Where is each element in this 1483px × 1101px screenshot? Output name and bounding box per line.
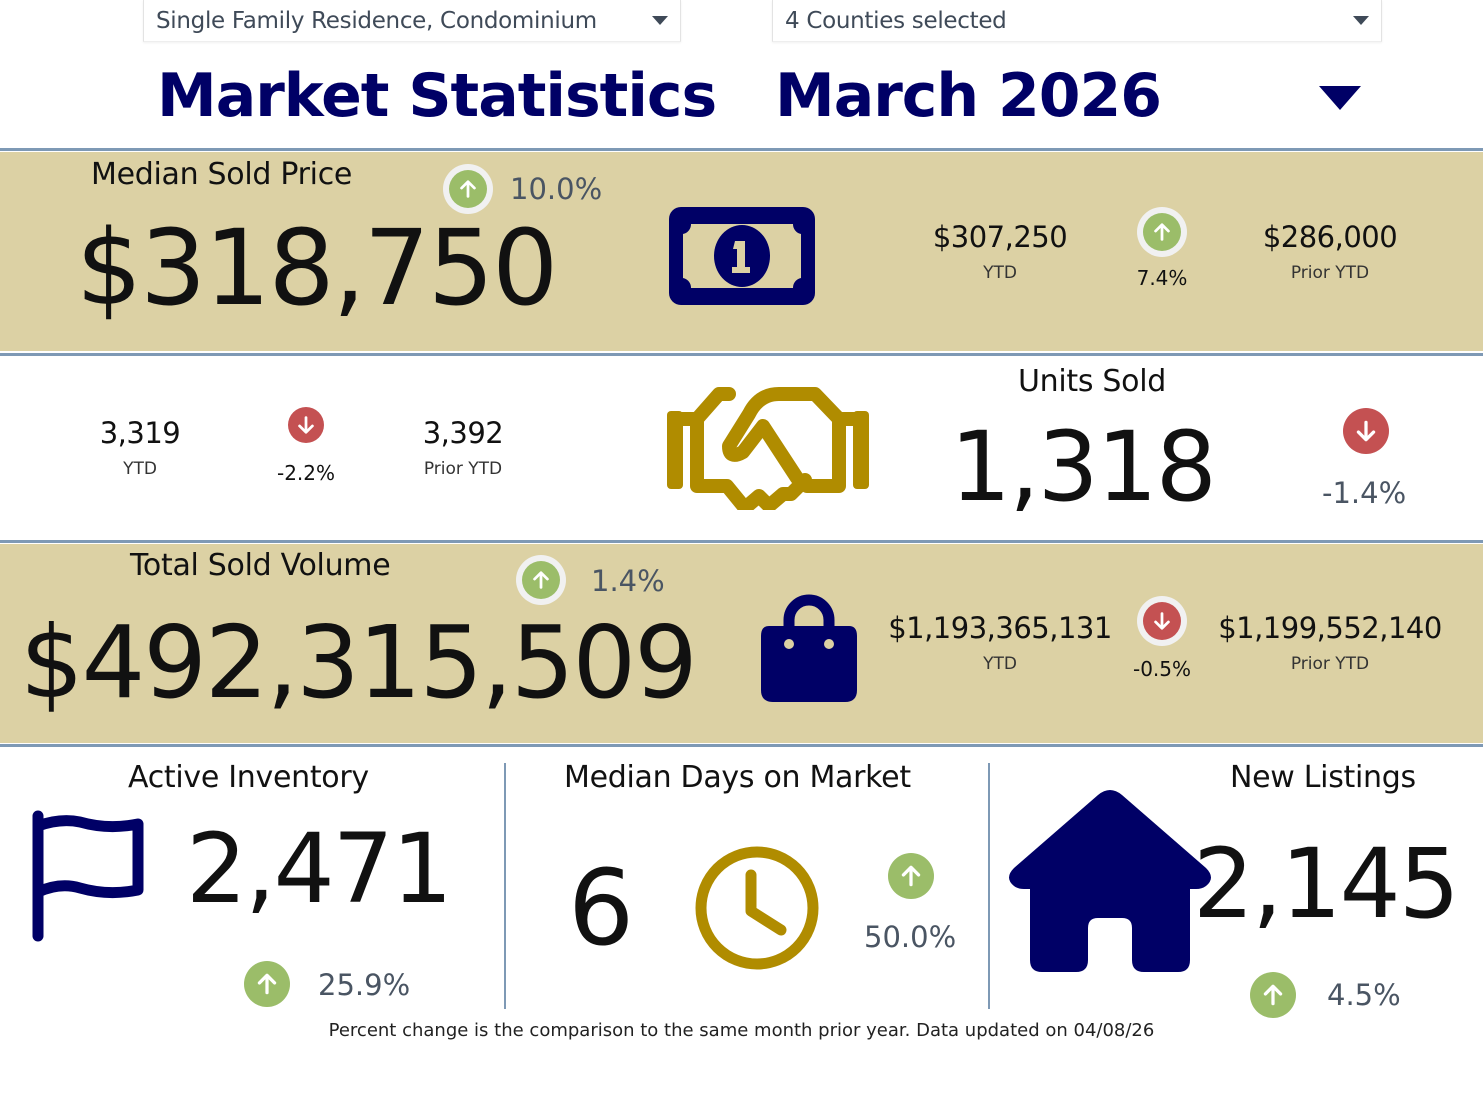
caret-down-icon <box>1353 16 1369 25</box>
median-sold-price-ytd-value: $307,250 <box>932 220 1068 254</box>
divider <box>0 540 1483 543</box>
new-listings-value: 2,145 <box>1193 828 1460 940</box>
handshake-icon <box>667 386 869 515</box>
arrow-down-icon <box>1343 408 1389 454</box>
arrow-up-icon <box>244 961 290 1007</box>
page-title: Market Statistics <box>157 61 717 131</box>
units-sold-ytd-change: -2.2% <box>276 461 336 485</box>
units-sold-change: -1.4% <box>1322 476 1407 510</box>
property-type-value: Single Family Residence, Condominium <box>156 7 597 34</box>
active-inventory-label: Active Inventory <box>128 760 369 795</box>
counties-value: 4 Counties selected <box>785 7 1007 34</box>
house-icon <box>1004 788 1216 978</box>
arrow-up-icon <box>449 170 487 208</box>
median-dom-value: 6 <box>568 847 634 969</box>
column-divider <box>988 763 990 1009</box>
shopping-bag-icon <box>761 594 857 708</box>
arrow-down-icon <box>1143 602 1181 640</box>
divider <box>0 148 1483 151</box>
arrow-up-icon <box>1143 213 1181 251</box>
total-sold-volume-prior-ytd-label: Prior YTD <box>1290 654 1370 674</box>
period-selector-label[interactable]: March 2026 <box>775 61 1162 131</box>
footnote: Percent change is the comparison to the … <box>328 1020 1155 1041</box>
total-sold-volume-ytd-label: YTD <box>983 654 1017 674</box>
new-listings-label: New Listings <box>1230 760 1416 795</box>
units-sold-prior-ytd-label: Prior YTD <box>423 459 503 479</box>
period-caret-down-icon[interactable] <box>1319 86 1361 110</box>
units-sold-value: 1,318 <box>950 411 1217 523</box>
units-sold-ytd-label: YTD <box>123 459 157 479</box>
arrow-down-icon <box>288 407 324 443</box>
arrow-up-icon <box>522 561 560 599</box>
units-sold-ytd-value: 3,319 <box>99 416 181 450</box>
total-sold-volume-value: $492,315,509 <box>20 604 698 721</box>
flag-icon <box>30 810 148 946</box>
total-sold-volume-panel <box>0 544 1483 743</box>
median-sold-price-label: Median Sold Price <box>91 157 353 192</box>
money-bill-icon <box>669 207 815 309</box>
total-sold-volume-ytd-value: $1,193,365,131 <box>888 611 1112 645</box>
median-sold-price-prior-ytd-value: $286,000 <box>1262 220 1398 254</box>
divider <box>0 353 1483 356</box>
median-sold-price-change: 10.0% <box>510 172 603 206</box>
units-sold-prior-ytd-value: 3,392 <box>422 416 504 450</box>
median-sold-price-prior-ytd-label: Prior YTD <box>1290 263 1370 283</box>
median-sold-price-value: $318,750 <box>76 207 558 329</box>
new-listings-change: 4.5% <box>1327 978 1401 1012</box>
caret-down-icon <box>652 16 668 25</box>
median-sold-price-ytd-label: YTD <box>983 263 1017 283</box>
units-sold-label: Units Sold <box>1018 364 1167 399</box>
counties-dropdown[interactable]: 4 Counties selected <box>772 0 1382 42</box>
total-sold-volume-prior-ytd-value: $1,199,552,140 <box>1218 611 1442 645</box>
arrow-up-icon <box>888 853 934 899</box>
column-divider <box>504 763 506 1009</box>
active-inventory-change: 25.9% <box>318 968 411 1002</box>
active-inventory-value: 2,471 <box>186 813 453 925</box>
median-dom-change: 50.0% <box>864 920 957 954</box>
property-type-dropdown[interactable]: Single Family Residence, Condominium <box>143 0 681 42</box>
total-sold-volume-change: 1.4% <box>591 564 665 598</box>
clock-icon <box>694 845 820 975</box>
total-sold-volume-label: Total Sold Volume <box>130 548 391 583</box>
arrow-up-icon <box>1250 972 1296 1018</box>
median-sold-price-ytd-change: 7.4% <box>1136 266 1188 290</box>
divider <box>0 744 1483 747</box>
total-sold-volume-ytd-change: -0.5% <box>1132 657 1192 681</box>
median-dom-label: Median Days on Market <box>564 760 911 795</box>
